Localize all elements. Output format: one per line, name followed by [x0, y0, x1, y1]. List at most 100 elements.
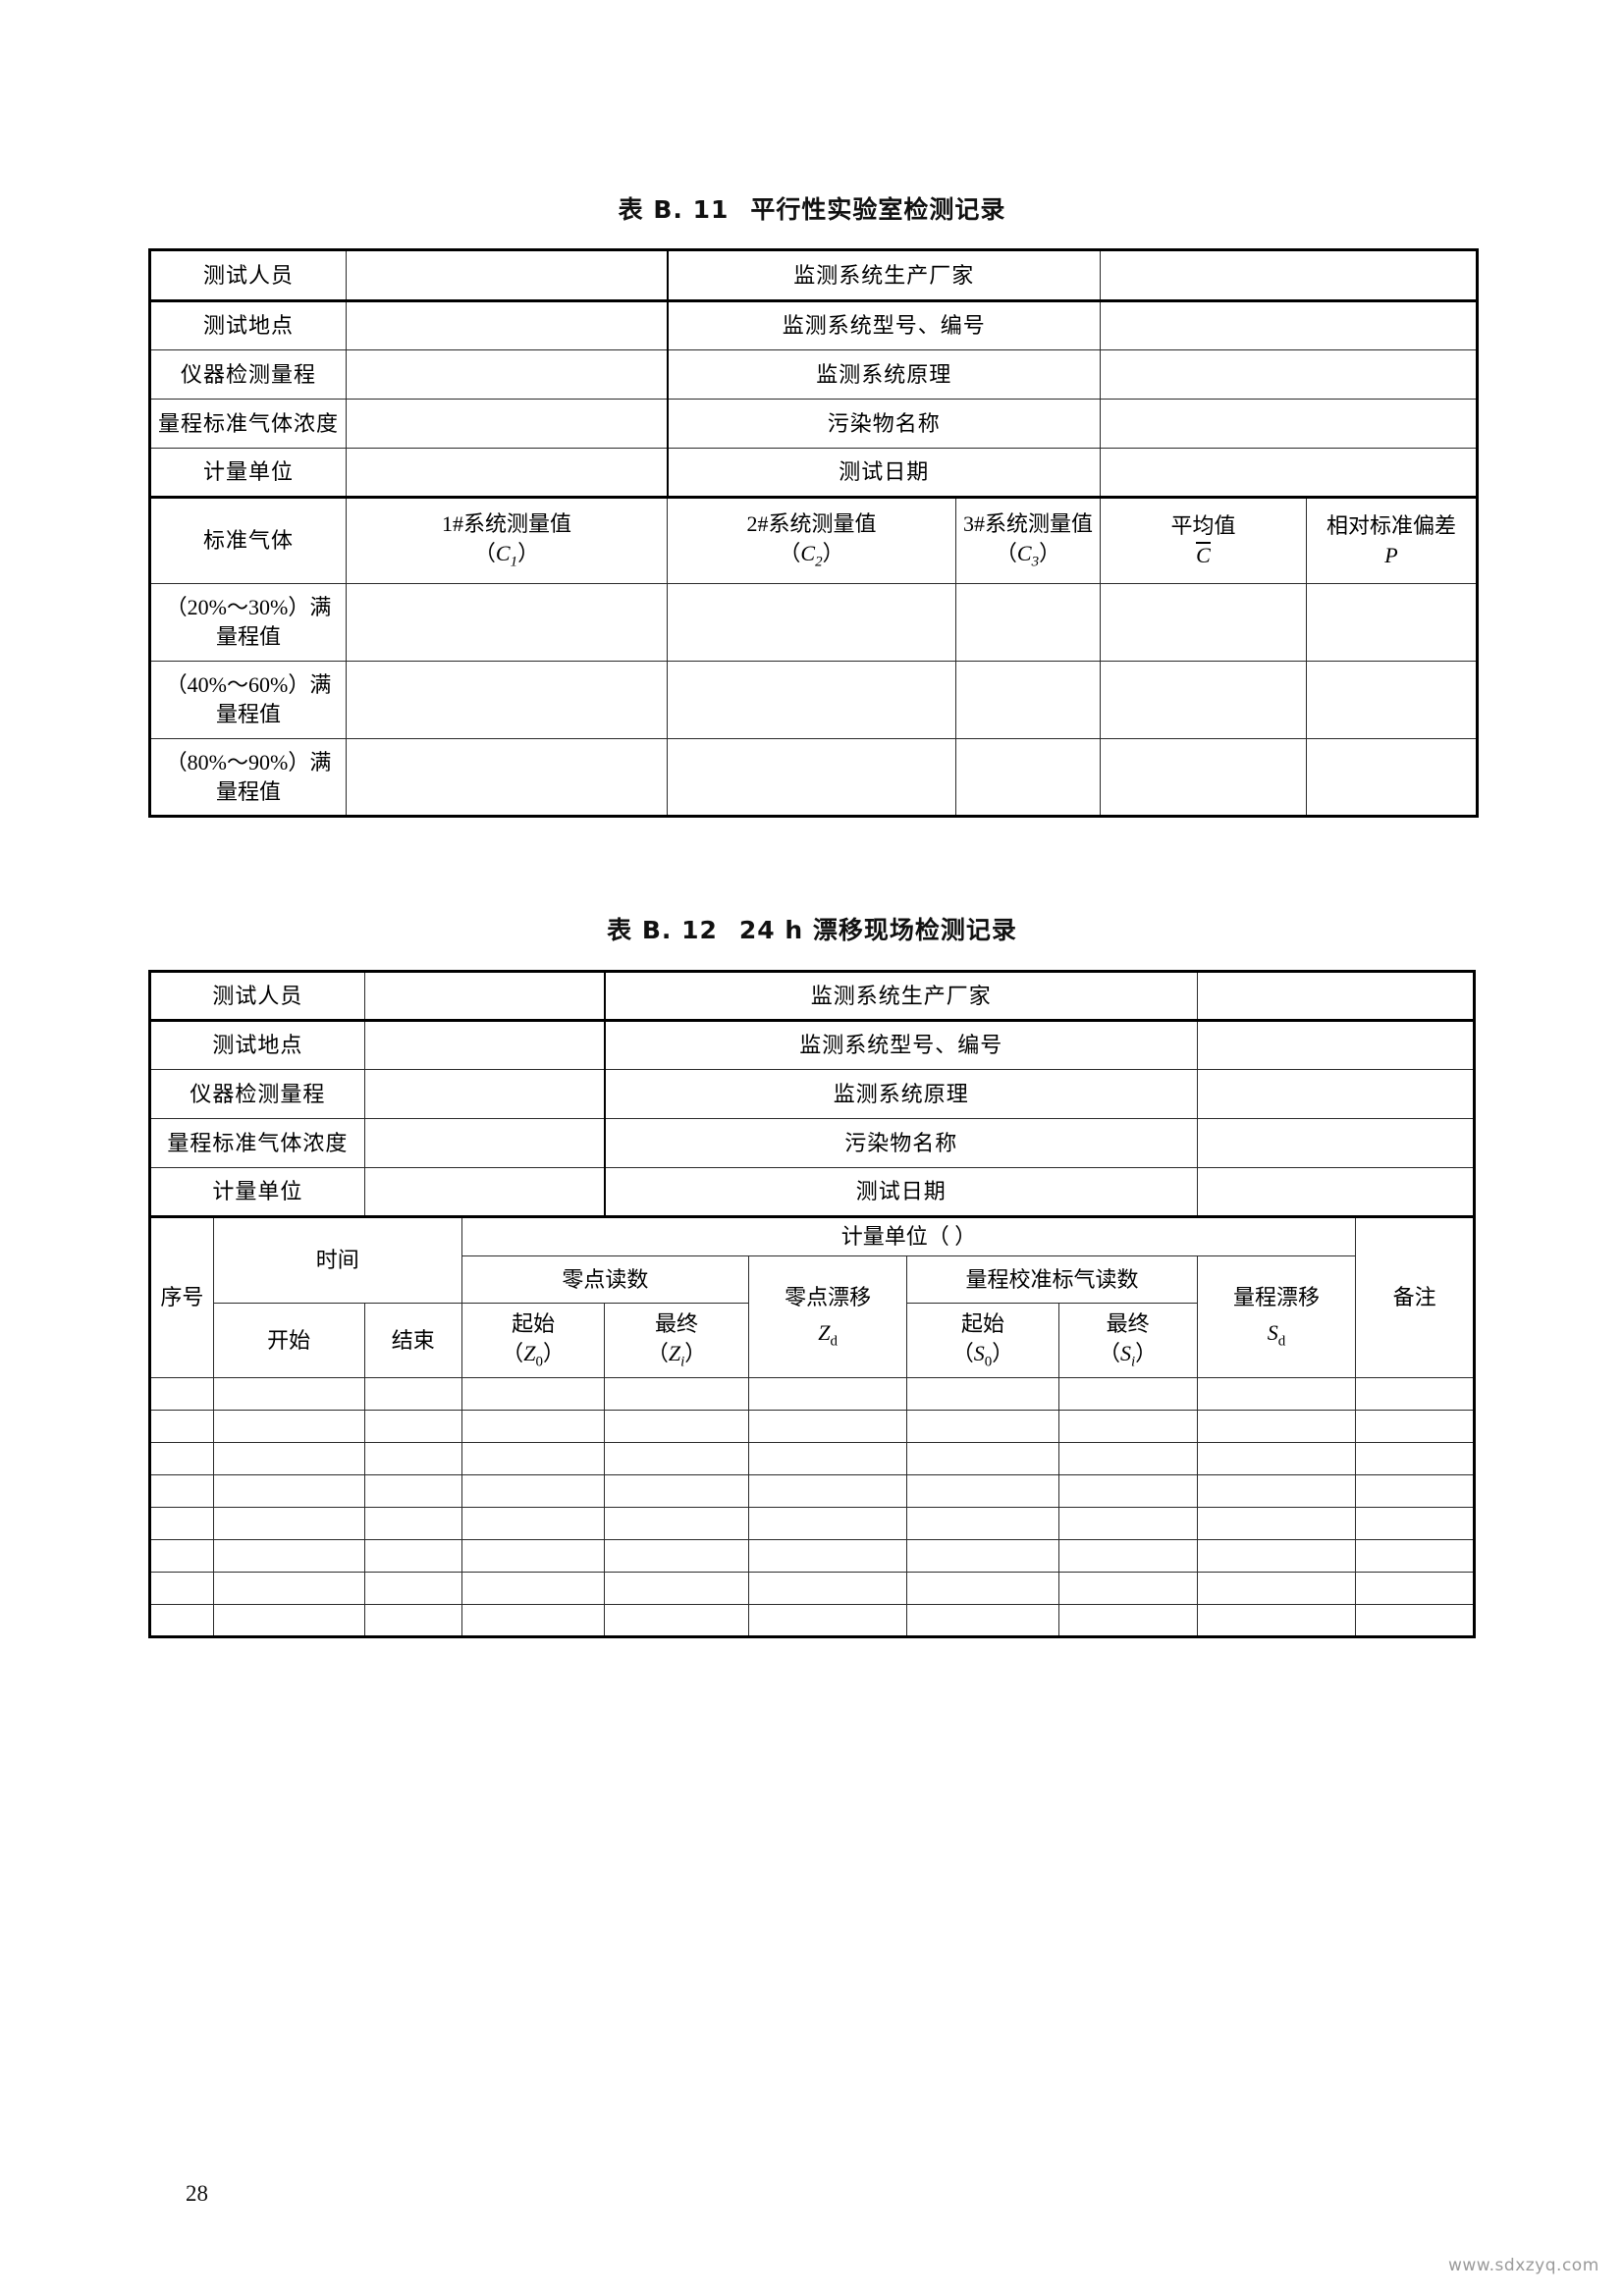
b12-cell-z0[interactable] — [460, 1377, 606, 1411]
b11-value-model[interactable] — [1100, 299, 1479, 350]
b12-cell-zd[interactable] — [747, 1507, 908, 1540]
b12-cell-start[interactable] — [212, 1539, 365, 1573]
b12-cell-remark[interactable] — [1355, 1442, 1475, 1475]
b12-cell-remark[interactable] — [1355, 1604, 1475, 1637]
b12-cell-zi[interactable] — [604, 1442, 749, 1475]
b12-cell-si[interactable] — [1057, 1572, 1198, 1605]
b11-cell-avg-row2[interactable] — [1100, 661, 1308, 739]
b11-cell-avg-row1[interactable] — [1100, 583, 1308, 662]
b12-cell-s0[interactable] — [906, 1377, 1059, 1411]
b12-cell-s0[interactable] — [906, 1507, 1059, 1540]
b11-value-std-conc[interactable] — [346, 399, 668, 449]
b12-cell-zi[interactable] — [604, 1410, 749, 1443]
b12-cell-s0[interactable] — [906, 1604, 1059, 1637]
b12-cell-start[interactable] — [212, 1442, 365, 1475]
b12-cell-sd[interactable] — [1196, 1604, 1357, 1637]
b12-cell-s0[interactable] — [906, 1410, 1059, 1443]
b12-cell-sd[interactable] — [1196, 1507, 1357, 1540]
b12-cell-zi[interactable] — [604, 1474, 749, 1508]
b11-value-tester[interactable] — [346, 249, 668, 301]
b11-value-principle[interactable] — [1100, 349, 1479, 400]
b12-cell-seq[interactable] — [149, 1507, 214, 1540]
b11-cell-c2-row2[interactable] — [667, 661, 956, 739]
b12-cell-z0[interactable] — [460, 1442, 606, 1475]
b12-cell-zi[interactable] — [604, 1572, 749, 1605]
b12-cell-sd[interactable] — [1196, 1474, 1357, 1508]
b12-cell-end[interactable] — [363, 1539, 462, 1573]
b12-cell-start[interactable] — [212, 1474, 365, 1508]
b12-value-tester[interactable] — [363, 971, 606, 1021]
b12-cell-seq[interactable] — [149, 1572, 214, 1605]
b12-cell-zd[interactable] — [747, 1474, 908, 1508]
b11-cell-c1-row3[interactable] — [346, 738, 668, 817]
b12-cell-s0[interactable] — [906, 1572, 1059, 1605]
b12-cell-si[interactable] — [1057, 1604, 1198, 1637]
b12-value-unit[interactable] — [363, 1167, 606, 1218]
b12-cell-start[interactable] — [212, 1377, 365, 1411]
b12-cell-si[interactable] — [1057, 1474, 1198, 1508]
b12-cell-zd[interactable] — [747, 1572, 908, 1605]
b12-cell-s0[interactable] — [906, 1539, 1059, 1573]
b12-cell-sd[interactable] — [1196, 1539, 1357, 1573]
b11-cell-c3-row1[interactable] — [954, 583, 1102, 662]
b12-value-principle[interactable] — [1196, 1069, 1476, 1119]
b12-cell-end[interactable] — [363, 1377, 462, 1411]
b11-cell-c3-row3[interactable] — [954, 738, 1102, 817]
b12-cell-seq[interactable] — [149, 1539, 214, 1573]
b12-cell-sd[interactable] — [1196, 1442, 1357, 1475]
b12-cell-remark[interactable] — [1355, 1410, 1475, 1443]
b12-cell-s0[interactable] — [906, 1442, 1059, 1475]
b12-cell-zd[interactable] — [747, 1410, 908, 1443]
b12-cell-remark[interactable] — [1355, 1572, 1475, 1605]
b12-cell-seq[interactable] — [149, 1604, 214, 1637]
b12-cell-si[interactable] — [1057, 1377, 1198, 1411]
b12-cell-end[interactable] — [363, 1474, 462, 1508]
b12-cell-zd[interactable] — [747, 1377, 908, 1411]
b11-value-manufacturer[interactable] — [1100, 249, 1479, 301]
b12-cell-zi[interactable] — [604, 1377, 749, 1411]
b12-cell-remark[interactable] — [1355, 1474, 1475, 1508]
b12-cell-remark[interactable] — [1355, 1539, 1475, 1573]
b11-cell-c2-row1[interactable] — [667, 583, 956, 662]
b12-cell-sd[interactable] — [1196, 1572, 1357, 1605]
b12-cell-end[interactable] — [363, 1604, 462, 1637]
b11-cell-c1-row2[interactable] — [346, 661, 668, 739]
b12-cell-end[interactable] — [363, 1442, 462, 1475]
b12-cell-zd[interactable] — [747, 1604, 908, 1637]
b12-value-pollutant[interactable] — [1196, 1118, 1476, 1168]
b12-cell-seq[interactable] — [149, 1410, 214, 1443]
b11-cell-p-row2[interactable] — [1306, 661, 1479, 739]
b12-cell-start[interactable] — [212, 1507, 365, 1540]
b11-value-pollutant[interactable] — [1100, 399, 1479, 449]
b12-cell-start[interactable] — [212, 1410, 365, 1443]
b12-cell-remark[interactable] — [1355, 1507, 1475, 1540]
b12-value-range[interactable] — [363, 1069, 606, 1119]
b11-value-date[interactable] — [1100, 448, 1479, 499]
b12-cell-z0[interactable] — [460, 1604, 606, 1637]
b12-cell-s0[interactable] — [906, 1474, 1059, 1508]
b12-cell-z0[interactable] — [460, 1410, 606, 1443]
b12-cell-si[interactable] — [1057, 1539, 1198, 1573]
b12-cell-remark[interactable] — [1355, 1377, 1475, 1411]
b11-value-range[interactable] — [346, 349, 668, 400]
b12-cell-end[interactable] — [363, 1507, 462, 1540]
b12-value-model[interactable] — [1196, 1019, 1476, 1070]
b12-cell-end[interactable] — [363, 1572, 462, 1605]
b11-value-location[interactable] — [346, 299, 668, 350]
b12-cell-zd[interactable] — [747, 1442, 908, 1475]
b12-cell-si[interactable] — [1057, 1507, 1198, 1540]
b12-value-manufacturer[interactable] — [1196, 971, 1476, 1021]
b12-cell-sd[interactable] — [1196, 1410, 1357, 1443]
b12-cell-start[interactable] — [212, 1604, 365, 1637]
b12-cell-zi[interactable] — [604, 1539, 749, 1573]
b12-cell-z0[interactable] — [460, 1474, 606, 1508]
b11-cell-c1-row1[interactable] — [346, 583, 668, 662]
b12-value-date[interactable] — [1196, 1167, 1476, 1218]
b12-cell-seq[interactable] — [149, 1377, 214, 1411]
b12-cell-zd[interactable] — [747, 1539, 908, 1573]
b11-cell-p-row1[interactable] — [1306, 583, 1479, 662]
b12-cell-seq[interactable] — [149, 1474, 214, 1508]
b12-cell-zi[interactable] — [604, 1507, 749, 1540]
b11-cell-c2-row3[interactable] — [667, 738, 956, 817]
b12-cell-zi[interactable] — [604, 1604, 749, 1637]
